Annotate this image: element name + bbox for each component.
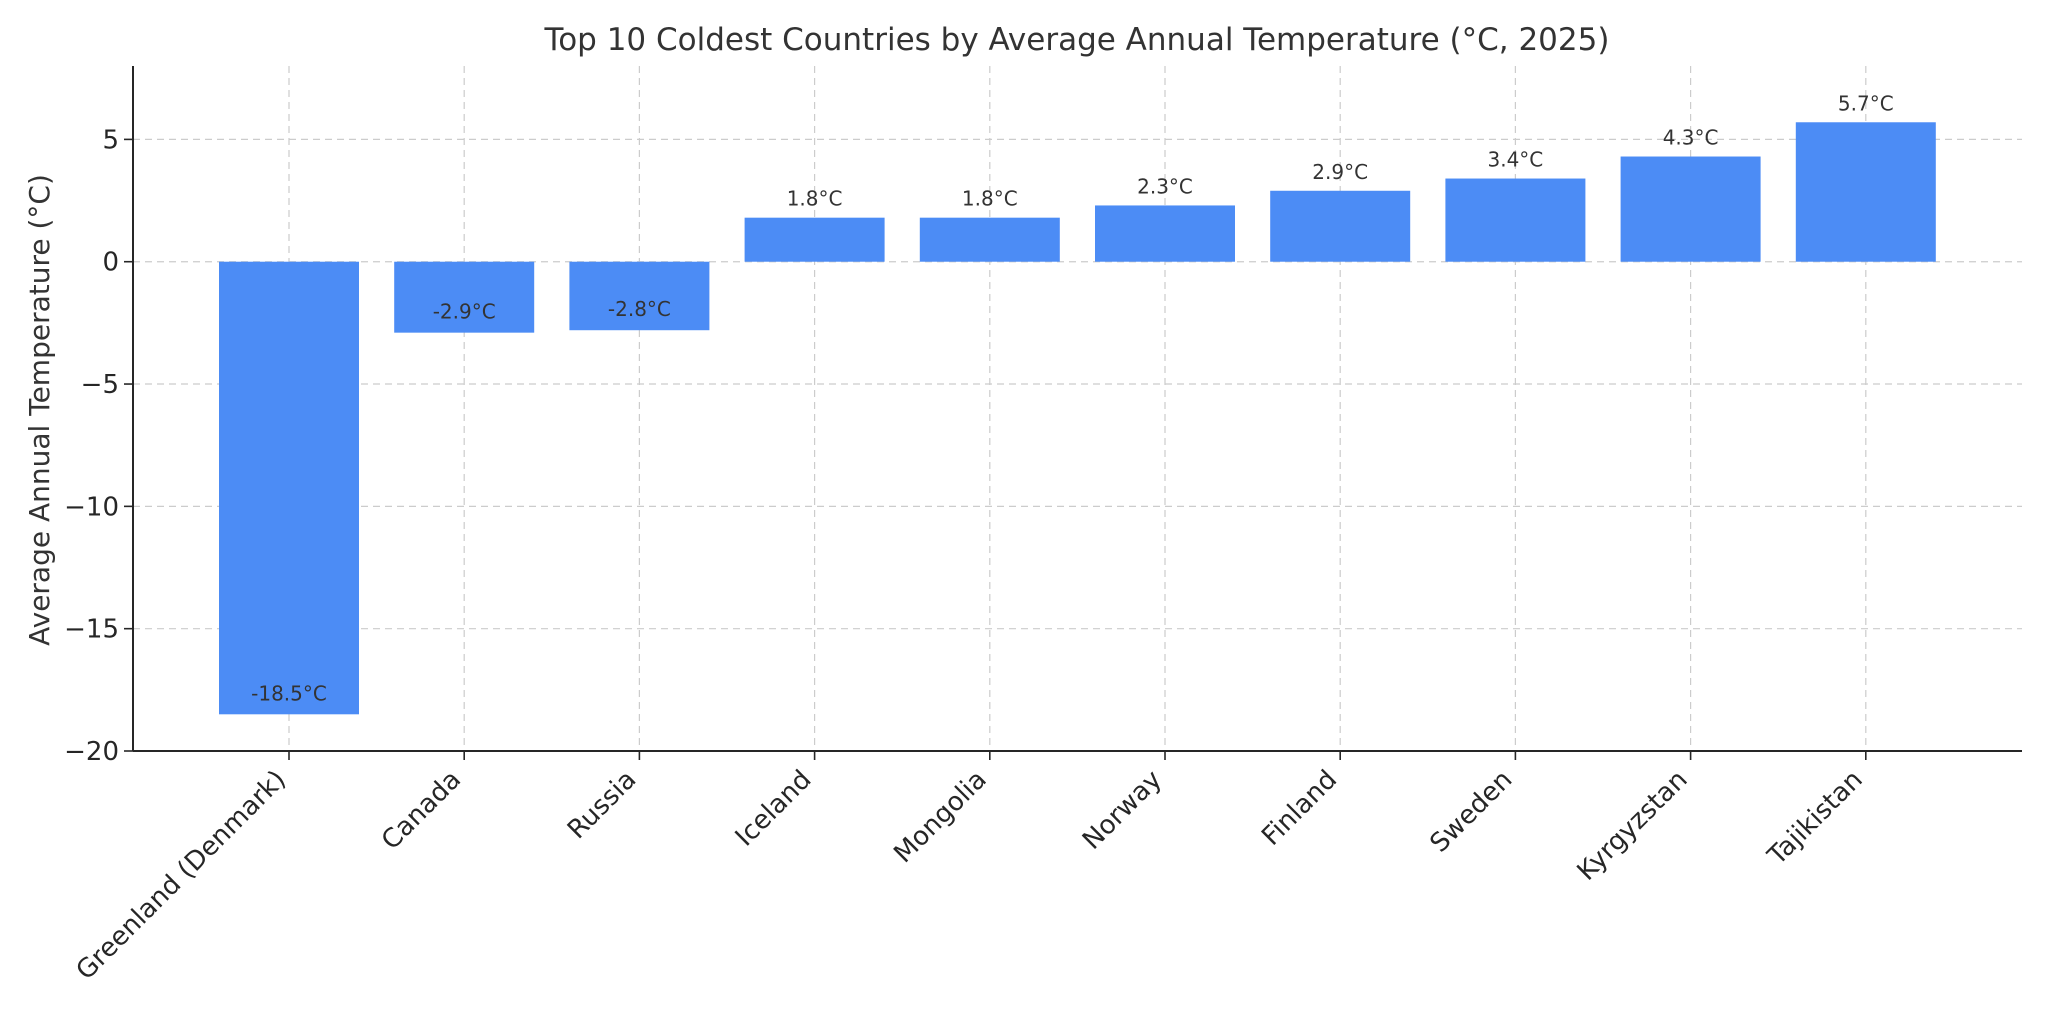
data-labels: -18.5°C -2.9°C -2.8°C 1.8°C 1.8°C 2.3°C 2.9°C 3… [251, 91, 1894, 705]
axes [132, 66, 2022, 752]
x-tick-label: Kyrgyzstan [1572, 765, 1694, 887]
x-tick-label: Iceland [730, 765, 818, 853]
data-label: 1.8°C [962, 187, 1018, 211]
data-label: 2.3°C [1137, 174, 1193, 198]
x-tick-label: Sweden [1424, 765, 1518, 859]
y-tick-label: −15 [64, 615, 119, 645]
y-ticks: 5 0 −5 −10 −15 −20 [64, 125, 133, 767]
data-label: -2.8°C [608, 297, 671, 321]
bar [1095, 205, 1235, 262]
bar [219, 261, 359, 715]
x-tick-label: Finland [1256, 765, 1343, 852]
y-tick-label: −20 [64, 737, 119, 767]
data-label: 3.4°C [1488, 148, 1544, 172]
bar [744, 217, 885, 262]
data-label: 5.7°C [1838, 91, 1894, 115]
y-tick-label: 5 [102, 125, 119, 155]
bar [919, 217, 1060, 262]
data-label: 4.3°C [1663, 126, 1719, 150]
data-label: 1.8°C [787, 187, 843, 211]
bar [1270, 190, 1411, 262]
x-tick-label: Tajikistan [1762, 765, 1869, 872]
y-tick-label: 0 [102, 248, 119, 278]
x-tick-label: Mongolia [888, 765, 992, 869]
x-tick-label: Greenland (Denmark) [71, 765, 292, 986]
data-label: -2.9°C [433, 300, 496, 324]
x-tick-label: Norway [1077, 765, 1168, 856]
x-tick-label: Russia [562, 765, 642, 845]
data-label: 2.9°C [1312, 160, 1368, 184]
y-tick-label: −5 [81, 370, 119, 400]
data-label: -18.5°C [251, 681, 327, 705]
bar [394, 261, 535, 333]
chart-title: Top 10 Coldest Countries by Average Annu… [544, 22, 1610, 58]
bar [1795, 122, 1936, 262]
bars [219, 122, 1936, 715]
bar [569, 261, 710, 331]
bar [1445, 178, 1586, 262]
x-tick-label: Canada [376, 765, 467, 856]
x-ticks: Greenland (Denmark) Canada Russia Iceland Mo… [71, 751, 1869, 986]
bar [1620, 156, 1761, 262]
y-axis-label: Average Annual Temperature (°C) [23, 174, 56, 646]
y-tick-label: −10 [64, 492, 119, 522]
